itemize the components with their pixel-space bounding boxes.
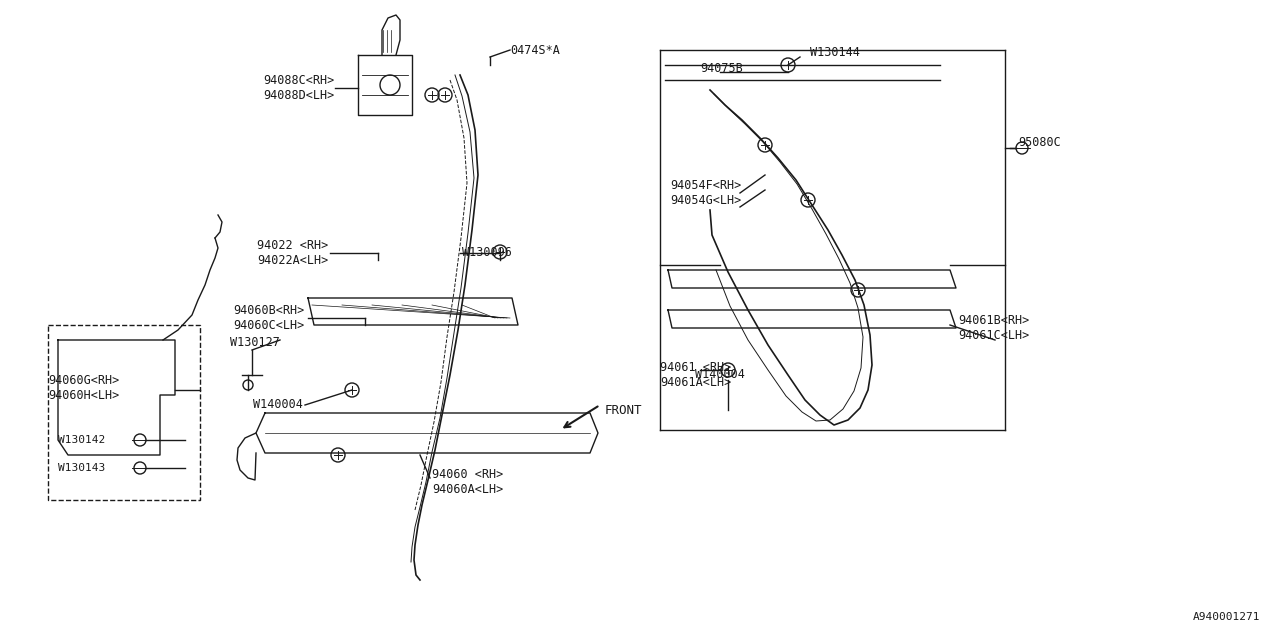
Text: 94054F<RH>
94054G<LH>: 94054F<RH> 94054G<LH>: [669, 179, 741, 207]
Text: W140004: W140004: [253, 399, 303, 412]
Text: FRONT: FRONT: [605, 403, 643, 417]
Text: W130142: W130142: [58, 435, 105, 445]
Text: 94088C<RH>
94088D<LH>: 94088C<RH> 94088D<LH>: [264, 74, 335, 102]
Text: 94022 <RH>
94022A<LH>: 94022 <RH> 94022A<LH>: [257, 239, 328, 267]
Text: W130127: W130127: [230, 335, 280, 349]
Text: 94060G<RH>
94060H<LH>: 94060G<RH> 94060H<LH>: [49, 374, 119, 402]
Text: 94060B<RH>
94060C<LH>: 94060B<RH> 94060C<LH>: [234, 304, 305, 332]
Text: 94061 <RH>
94061A<LH>: 94061 <RH> 94061A<LH>: [660, 361, 731, 389]
Text: 94061B<RH>
94061C<LH>: 94061B<RH> 94061C<LH>: [957, 314, 1029, 342]
Text: 0474S*A: 0474S*A: [509, 44, 559, 56]
Text: 94060 <RH>
94060A<LH>: 94060 <RH> 94060A<LH>: [433, 468, 503, 496]
Bar: [49, 325, 200, 500]
Text: W130096: W130096: [462, 246, 512, 259]
Text: W140004: W140004: [695, 369, 745, 381]
Text: A940001271: A940001271: [1193, 612, 1260, 622]
Text: W130143: W130143: [58, 463, 105, 473]
Text: W130144: W130144: [810, 45, 860, 58]
Text: 94075B: 94075B: [700, 61, 742, 74]
Text: 95080C: 95080C: [1018, 136, 1061, 150]
